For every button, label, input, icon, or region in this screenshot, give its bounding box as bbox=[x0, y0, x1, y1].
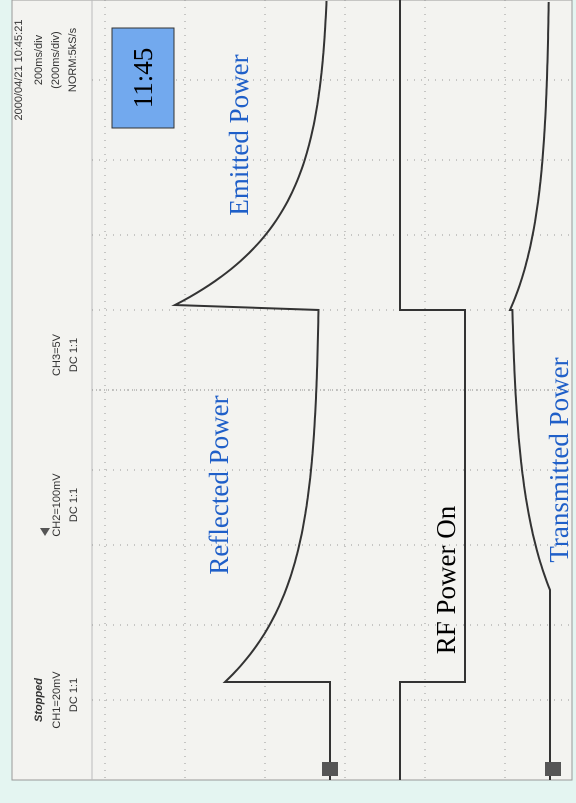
time-box-text: 11:45 bbox=[128, 48, 158, 109]
emitted-label: Emitted Power bbox=[224, 54, 254, 215]
transmitted-label: Transmitted Power bbox=[544, 357, 574, 562]
rf-on-label: RF Power On bbox=[431, 505, 461, 654]
ch1-coupling: DC 1:1 bbox=[68, 678, 80, 712]
timestamp: 2000/04/21 10:45:21 bbox=[13, 20, 25, 121]
timebase: NORM:5kS/s bbox=[67, 27, 79, 92]
ch3-scale: CH3=5V bbox=[51, 333, 63, 376]
channel-marker bbox=[545, 762, 561, 776]
status: Stopped bbox=[33, 678, 45, 722]
ch2-coupling: DC 1:1 bbox=[68, 488, 80, 522]
ch1-scale: CH1=20mV bbox=[51, 671, 63, 729]
ch2-scale: CH2=100mV bbox=[51, 473, 63, 537]
slide: Stopped CH1=20mV DC 1:1 CH2=100mV DC 1:1… bbox=[0, 0, 576, 803]
reflected-label: Reflected Power bbox=[204, 395, 234, 574]
ch3-coupling: DC 1:1 bbox=[68, 338, 80, 372]
timebase: 200ms/div bbox=[33, 34, 45, 85]
timebase: (200ms/div) bbox=[50, 31, 62, 88]
channel-marker bbox=[322, 762, 338, 776]
